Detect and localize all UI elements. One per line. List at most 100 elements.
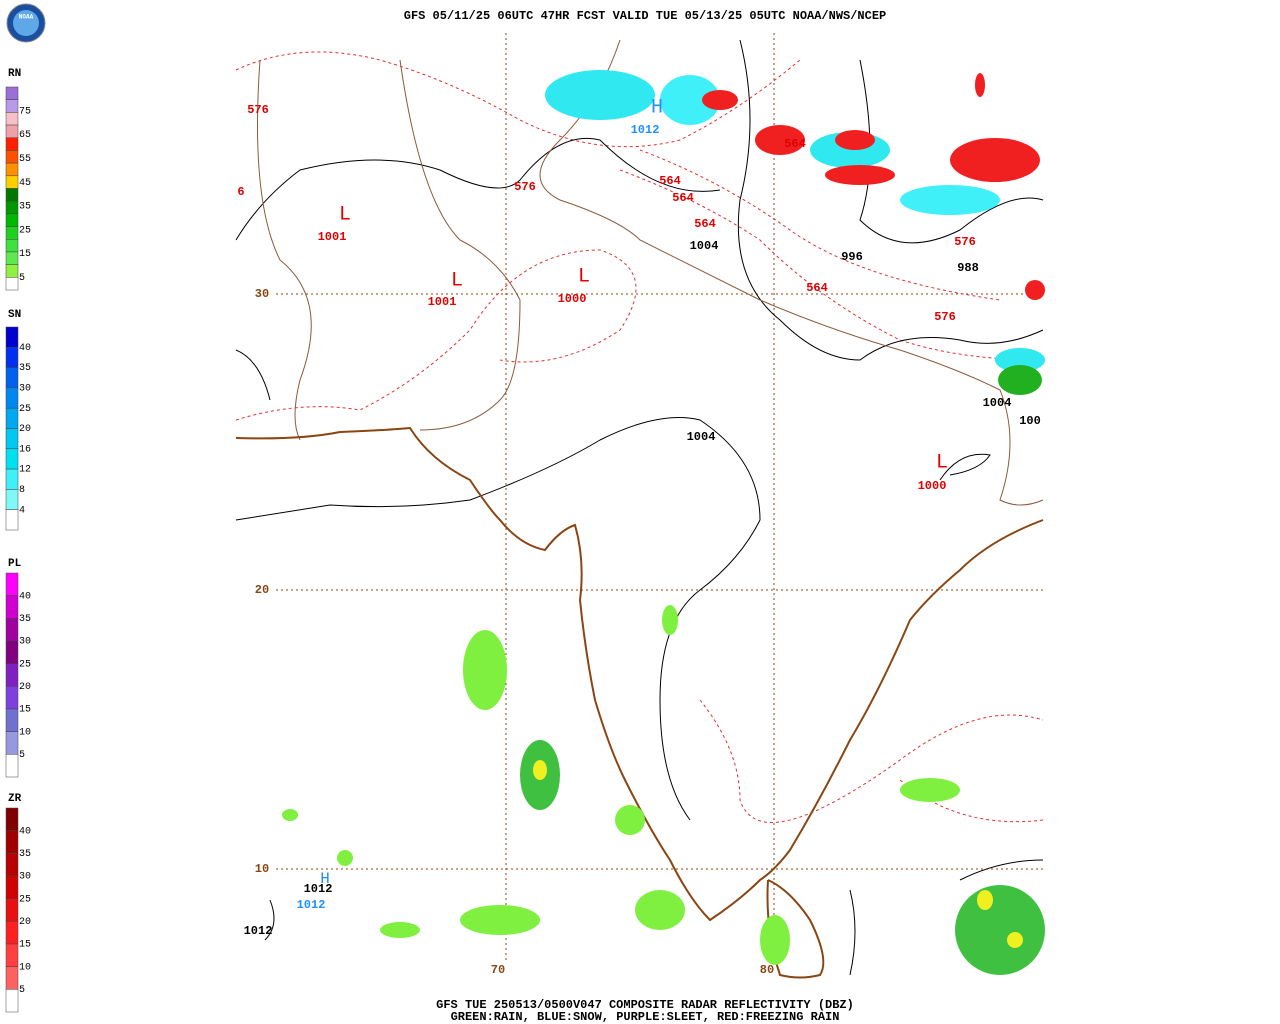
contour-label: 564 — [672, 191, 694, 205]
legend-label: 40 — [19, 591, 31, 602]
lat-label: 10 — [255, 862, 269, 876]
legend-swatch — [5, 86, 19, 100]
map-line — [539, 39, 1044, 506]
precip-area — [545, 70, 655, 120]
legend-swatch — [5, 708, 19, 732]
legend-title: ZR — [8, 793, 22, 805]
precip-area — [635, 890, 685, 930]
legend-swatch — [5, 468, 19, 490]
legend-swatch — [5, 99, 19, 113]
legend-swatch — [5, 162, 19, 177]
legend-label: 35 — [19, 202, 31, 213]
legend-swatch — [5, 226, 19, 240]
precip-area — [337, 850, 353, 866]
legend-swatch — [5, 200, 19, 215]
map-line — [699, 699, 1044, 823]
precip-area — [977, 890, 993, 910]
precip-area — [995, 348, 1045, 372]
map-line — [235, 51, 801, 148]
isobar-label: 1012 — [244, 924, 273, 938]
legend-swatch — [5, 989, 19, 1013]
legend-label: 35 — [19, 614, 31, 625]
legend-label: 25 — [19, 225, 31, 236]
pressure-label: 1000 — [558, 292, 587, 306]
precip-area — [533, 760, 547, 780]
legend-swatch — [5, 489, 19, 510]
contour-label: 564 — [784, 137, 806, 151]
legend-label: 40 — [19, 343, 31, 354]
legend-swatch — [5, 595, 19, 619]
legend-swatch — [5, 663, 19, 687]
legend-swatch — [5, 264, 19, 278]
legend-swatch — [5, 428, 19, 450]
precip-area — [755, 125, 805, 155]
legend-swatch — [5, 509, 19, 531]
title: GFS 05/11/25 06UTC 47HR FCST VALID TUE 0… — [404, 9, 886, 23]
legend-swatch — [5, 277, 19, 291]
footer-line: GFS TUE 250513/0500V047 COMPOSITE RADAR … — [436, 998, 854, 1012]
map-line — [639, 149, 1001, 301]
lon-label: 80 — [760, 963, 774, 977]
legend-swatch — [5, 112, 19, 126]
legend-label: 30 — [19, 384, 31, 395]
legend-label: 55 — [19, 154, 31, 165]
legend-label: 35 — [19, 849, 31, 860]
legend-label: 16 — [19, 444, 31, 455]
legend-label: 5 — [19, 750, 25, 761]
contour-label: 576 — [514, 180, 536, 194]
legend-swatch — [5, 347, 19, 368]
contour-label: 576 — [934, 310, 956, 324]
isobar-label: 988 — [957, 261, 979, 275]
contour-label: 564 — [659, 174, 681, 188]
precip-area — [463, 630, 507, 710]
legend-swatch — [5, 326, 19, 348]
pressure-label: 1012 — [297, 898, 326, 912]
legend-label: 12 — [19, 465, 31, 476]
legend-swatch — [5, 213, 19, 227]
legend-swatch — [5, 898, 19, 922]
map-line — [939, 453, 991, 481]
precip-area — [975, 73, 985, 97]
legend-swatch — [5, 448, 19, 470]
legend-label: 25 — [19, 894, 31, 905]
legend-label: 20 — [19, 682, 31, 693]
precip-area — [1025, 280, 1045, 300]
precip-area — [702, 90, 738, 110]
legend-swatch — [5, 966, 19, 990]
legend-swatch — [5, 150, 19, 164]
isobar-label: 996 — [841, 250, 863, 264]
legend-swatch — [5, 754, 19, 778]
legend-swatch — [5, 175, 19, 189]
isobar-label: 1004 — [983, 396, 1012, 410]
pressure-label: 1012 — [631, 123, 660, 137]
legend-swatch — [5, 640, 19, 664]
precip-area — [460, 905, 540, 935]
contour-label: 6 — [237, 185, 244, 199]
lat-label: 30 — [255, 287, 269, 301]
lat-label: 20 — [255, 583, 269, 597]
high-marker: H — [320, 870, 330, 888]
legend-label: 5 — [19, 985, 25, 996]
precip-area — [900, 185, 1000, 215]
legend-label: 25 — [19, 404, 31, 415]
precip-area — [380, 922, 420, 938]
legends: RN756555453525155SN4035302520161284PL403… — [5, 68, 31, 1013]
precip-area — [1007, 932, 1023, 948]
lon-label: 70 — [491, 963, 505, 977]
legend-swatch — [5, 875, 19, 899]
contour-label: 576 — [954, 235, 976, 249]
isobar-label: 1004 — [690, 239, 719, 253]
legend-swatch — [5, 807, 19, 831]
pressure-label: 1000 — [918, 479, 947, 493]
precip-area — [760, 915, 790, 965]
precip-area — [615, 805, 645, 835]
precip-area — [660, 75, 720, 125]
low-marker: L — [936, 451, 948, 474]
legend-label: 15 — [19, 940, 31, 951]
precip-area — [282, 809, 298, 821]
legend-label: 30 — [19, 637, 31, 648]
precip-area — [825, 165, 895, 185]
legend-label: 65 — [19, 130, 31, 141]
legend-label: 75 — [19, 106, 31, 117]
